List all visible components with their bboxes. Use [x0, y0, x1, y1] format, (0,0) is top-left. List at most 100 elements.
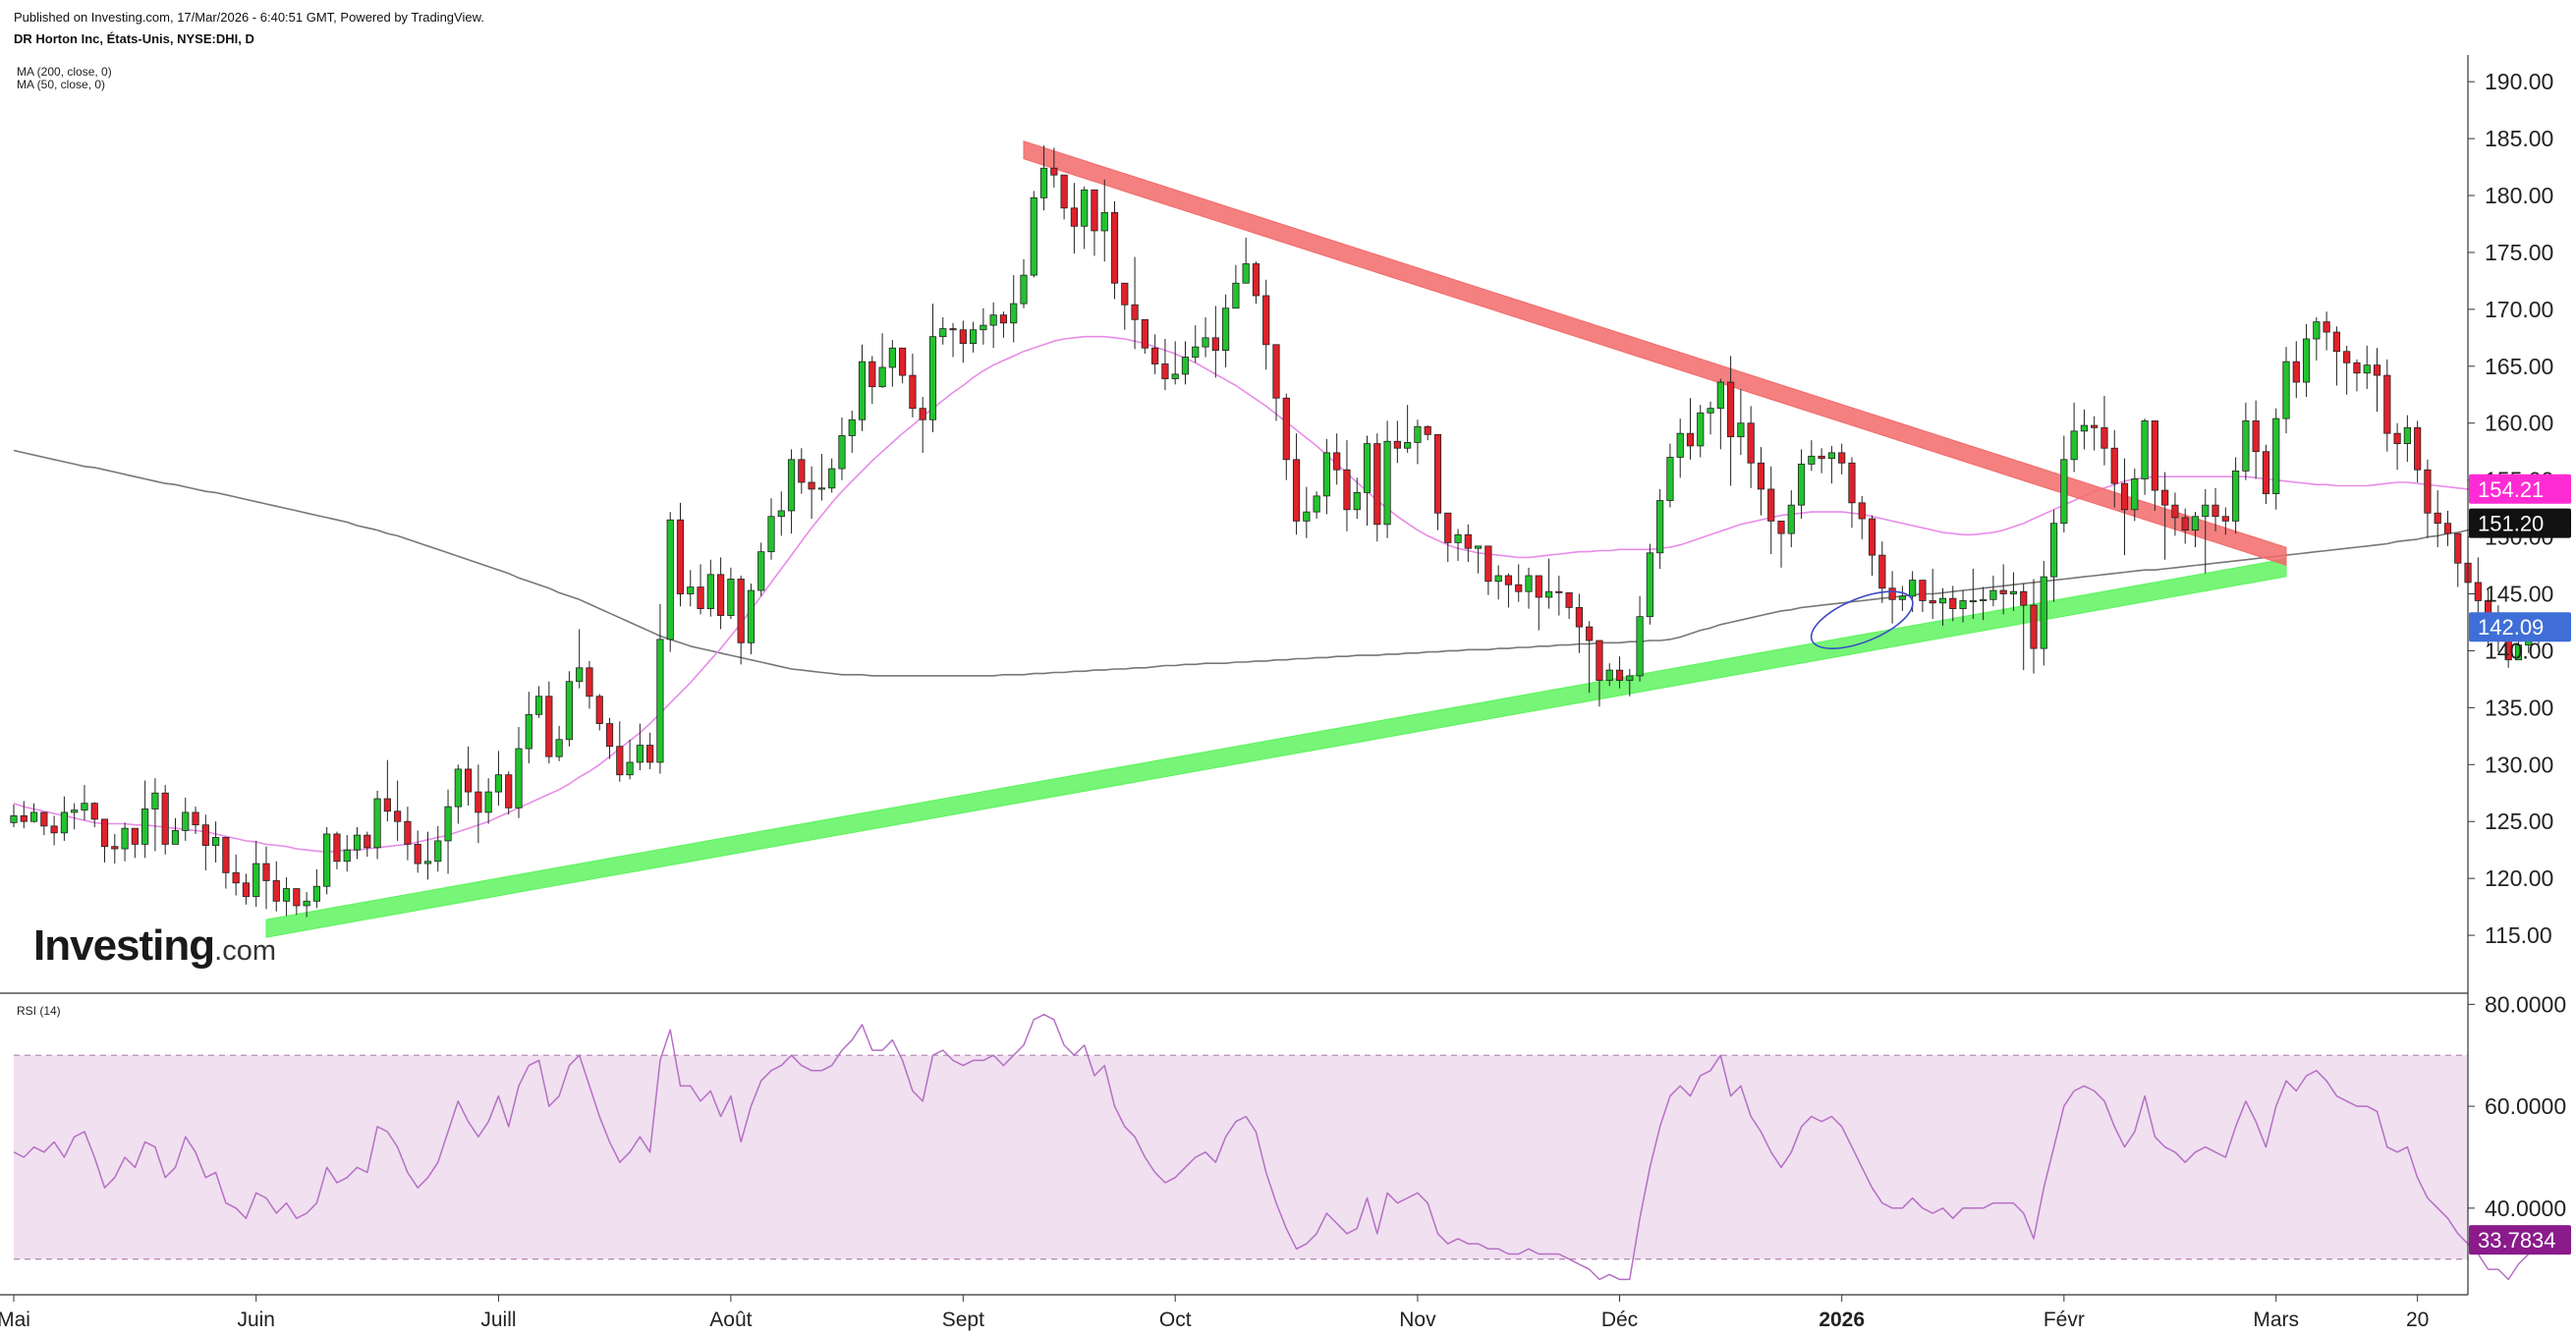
- candle-body: [1797, 464, 1806, 506]
- ellipse-annotation: [1810, 590, 1914, 649]
- candle-body: [1454, 533, 1462, 543]
- candle-body: [404, 820, 412, 845]
- candle-body: [1242, 263, 1250, 284]
- candle-body: [2231, 470, 2240, 522]
- candle-body: [727, 579, 735, 616]
- candle-body: [1868, 518, 1876, 556]
- candle-body: [1081, 189, 1089, 227]
- time-tick-label: 2026: [1819, 1309, 1865, 1331]
- candle-body: [2252, 420, 2260, 453]
- candle-body: [1565, 591, 1573, 608]
- time-tick-label: Oct: [1159, 1309, 1192, 1331]
- candle-body: [1676, 432, 1684, 458]
- price-tick-label: 175.00: [2485, 240, 2553, 265]
- candles-layer: [10, 145, 2543, 918]
- candle-body: [121, 827, 129, 850]
- ma200-layer: [13, 449, 2529, 677]
- candle-body: [1666, 457, 1674, 501]
- candle-body: [2242, 420, 2250, 472]
- price-tick-label: 145.00: [2485, 582, 2553, 607]
- candle-body: [565, 681, 574, 741]
- candle-body: [595, 696, 603, 724]
- candle-body: [2383, 374, 2391, 434]
- candle-body: [272, 880, 280, 902]
- candle-body: [1343, 469, 1351, 511]
- candle-body: [767, 516, 775, 553]
- candle-body: [1898, 595, 1906, 600]
- candle-body: [970, 329, 978, 345]
- price-tick-label: 140.00: [2485, 638, 2553, 663]
- legend-ma200[interactable]: MA (200, close, 0): [17, 65, 112, 79]
- candle-body: [697, 586, 704, 609]
- candle-body: [1596, 640, 1603, 681]
- candle-body: [20, 815, 28, 822]
- candle-body: [939, 328, 947, 338]
- candle-body: [505, 774, 513, 808]
- candle-body: [1586, 626, 1594, 641]
- candle-body: [50, 825, 58, 834]
- candle-body: [868, 361, 876, 388]
- candle-body: [1605, 669, 1613, 681]
- candle-body: [1292, 459, 1301, 522]
- time-tick-label: Mars: [2253, 1309, 2299, 1331]
- candle-body: [2110, 447, 2118, 484]
- candle-body: [2202, 504, 2210, 518]
- candle-body: [515, 748, 523, 808]
- candle-body: [1626, 675, 1634, 681]
- candle-body: [242, 882, 251, 898]
- candle-body: [1555, 590, 1563, 593]
- candle-body: [1444, 512, 1452, 543]
- candle-body: [676, 519, 685, 594]
- candle-body: [534, 696, 543, 715]
- candle-body: [1272, 344, 1280, 399]
- candle-body: [1838, 452, 1846, 464]
- time-tick-label: 20: [2406, 1309, 2429, 1331]
- candle-body: [919, 408, 926, 420]
- legend-rsi[interactable]: RSI (14): [17, 1004, 61, 1018]
- time-tick-label: Juin: [237, 1309, 275, 1331]
- axes-layer: 190.00 185.00 180.00 175.00 170.00 165.00 160.…: [0, 55, 2566, 1331]
- candle-body: [2100, 426, 2108, 449]
- logo-suffix: .com: [214, 935, 276, 967]
- candle-body: [2009, 590, 2018, 594]
- candle-body: [1575, 607, 1583, 628]
- candle-body: [1020, 274, 1028, 305]
- candle-body: [928, 336, 937, 420]
- rsi-pane[interactable]: [14, 1054, 2468, 1260]
- candle-body: [454, 768, 462, 808]
- candle-body: [1313, 495, 1320, 513]
- candle-body: [373, 798, 381, 849]
- rsi-last-value: 33.7834: [2478, 1228, 2556, 1253]
- candle-body: [858, 361, 867, 420]
- candle-body: [1070, 207, 1078, 227]
- candle-body: [605, 723, 614, 748]
- candle-body: [888, 347, 896, 368]
- candle-body: [1656, 500, 1664, 554]
- logo-brand: Investing: [33, 921, 215, 970]
- candle-body: [1919, 580, 1927, 601]
- candle-body: [1737, 422, 1745, 438]
- candle-body: [838, 435, 846, 470]
- candle-body: [1707, 408, 1714, 414]
- candle-body: [1686, 432, 1695, 447]
- candle-body: [2040, 576, 2047, 649]
- candle-body: [81, 803, 88, 811]
- candle-body: [1171, 373, 1179, 379]
- price-tick-label: 115.00: [2485, 922, 2552, 948]
- candle-body: [1777, 520, 1785, 534]
- candle-body: [1050, 167, 1058, 176]
- candle-body: [464, 768, 473, 793]
- legend-ma50[interactable]: MA (50, close, 0): [17, 78, 106, 91]
- candle-body: [10, 815, 18, 823]
- candle-body: [343, 849, 351, 863]
- candle-body: [414, 843, 421, 864]
- candle-body: [909, 374, 917, 410]
- candle-body: [808, 481, 815, 490]
- candle-body: [757, 551, 765, 591]
- candle-body: [636, 745, 644, 763]
- candle-body: [1100, 212, 1108, 232]
- candle-body: [394, 810, 402, 822]
- candle-body: [312, 885, 321, 902]
